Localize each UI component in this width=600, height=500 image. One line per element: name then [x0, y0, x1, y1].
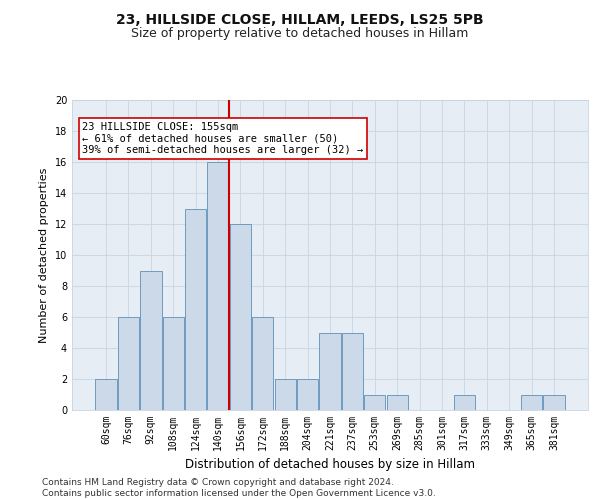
- Bar: [364, 394, 385, 410]
- Bar: [543, 394, 565, 410]
- Text: 23 HILLSIDE CLOSE: 155sqm
← 61% of detached houses are smaller (50)
39% of semi-: 23 HILLSIDE CLOSE: 155sqm ← 61% of detac…: [82, 122, 364, 155]
- Bar: [297, 379, 318, 410]
- Bar: [386, 394, 408, 410]
- Bar: [95, 379, 117, 410]
- Bar: [319, 332, 341, 410]
- Y-axis label: Number of detached properties: Number of detached properties: [39, 168, 49, 342]
- Text: 23, HILLSIDE CLOSE, HILLAM, LEEDS, LS25 5PB: 23, HILLSIDE CLOSE, HILLAM, LEEDS, LS25 …: [116, 12, 484, 26]
- Text: Contains HM Land Registry data © Crown copyright and database right 2024.
Contai: Contains HM Land Registry data © Crown c…: [42, 478, 436, 498]
- Bar: [252, 317, 274, 410]
- Bar: [454, 394, 475, 410]
- Bar: [185, 208, 206, 410]
- Bar: [163, 317, 184, 410]
- Bar: [342, 332, 363, 410]
- Bar: [208, 162, 229, 410]
- Bar: [118, 317, 139, 410]
- Bar: [140, 270, 161, 410]
- Bar: [275, 379, 296, 410]
- Bar: [230, 224, 251, 410]
- X-axis label: Distribution of detached houses by size in Hillam: Distribution of detached houses by size …: [185, 458, 475, 471]
- Text: Size of property relative to detached houses in Hillam: Size of property relative to detached ho…: [131, 28, 469, 40]
- Bar: [521, 394, 542, 410]
